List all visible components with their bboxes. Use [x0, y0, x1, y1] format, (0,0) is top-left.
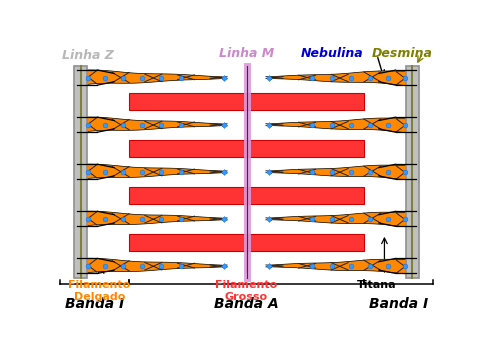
Text: Nebulina: Nebulina [300, 47, 363, 60]
Polygon shape [81, 164, 222, 179]
Bar [129, 234, 363, 251]
Polygon shape [270, 165, 411, 180]
Text: Banda I: Banda I [65, 297, 124, 311]
Bar [74, 66, 87, 278]
Text: Banda A: Banda A [214, 297, 278, 311]
Text: Titana: Titana [356, 280, 396, 290]
Text: Linha M: Linha M [218, 47, 274, 60]
Polygon shape [270, 71, 411, 86]
Polygon shape [270, 118, 411, 133]
Polygon shape [270, 259, 411, 274]
Bar [129, 93, 363, 110]
Polygon shape [81, 258, 222, 273]
Text: Linha Z: Linha Z [62, 49, 114, 62]
Bar [405, 66, 418, 278]
Text: Banda I: Banda I [368, 297, 427, 311]
Text: Filamento
Grosso: Filamento Grosso [215, 280, 277, 302]
Polygon shape [81, 211, 222, 226]
Text: Filamento
Delgado: Filamento Delgado [68, 280, 130, 302]
Polygon shape [270, 212, 411, 227]
Bar [129, 140, 363, 157]
Text: Desmina: Desmina [371, 47, 431, 60]
Polygon shape [81, 70, 222, 85]
Polygon shape [81, 117, 222, 132]
Bar [129, 187, 363, 204]
